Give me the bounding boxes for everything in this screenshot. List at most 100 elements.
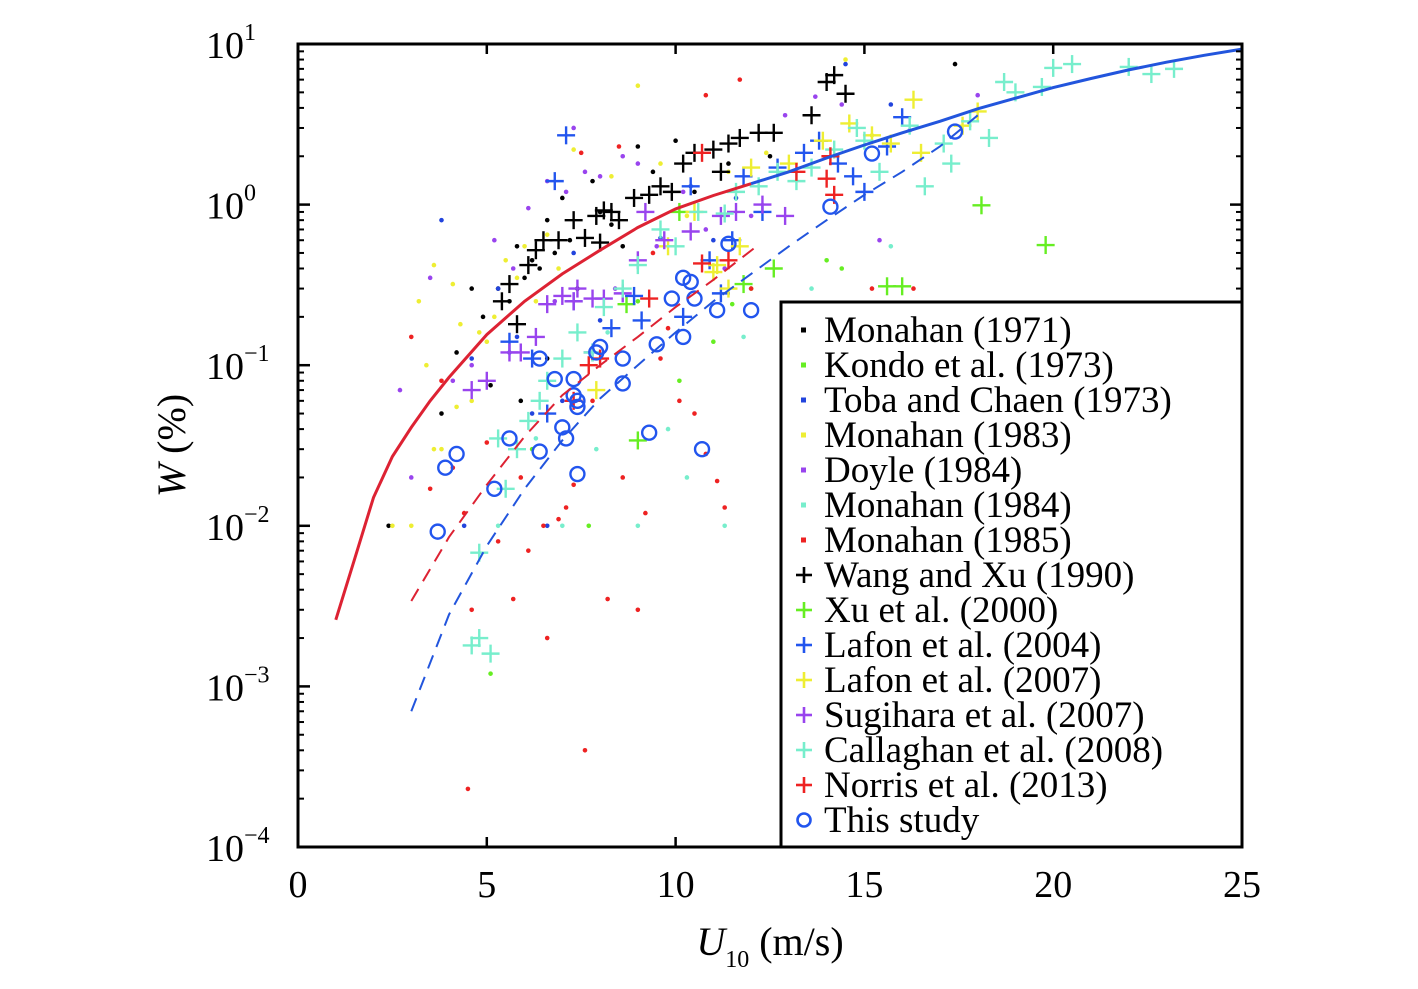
data-point: [708, 256, 727, 275]
data-point: [538, 404, 557, 423]
data-point: [586, 523, 592, 529]
data-point: [665, 426, 671, 432]
legend-item: Monahan (1983): [801, 415, 1072, 456]
data-point: [571, 250, 576, 256]
data-point: [564, 292, 583, 311]
data-point: [569, 465, 586, 483]
data-point: [855, 182, 874, 201]
data-point: [427, 486, 433, 492]
x-tick-label: 0: [289, 864, 308, 906]
data-point: [537, 266, 542, 271]
data-point: [720, 235, 737, 253]
data-point: [397, 387, 403, 393]
data-point: [1119, 57, 1138, 76]
fit-red-solid-line: [334, 182, 752, 621]
data-point: [719, 279, 738, 298]
data-point: [844, 167, 863, 186]
series-monahan-1984: [495, 243, 894, 529]
legend-item: Monahan (1985): [801, 520, 1072, 561]
data-point: [904, 90, 923, 109]
data-point: [609, 211, 628, 230]
data-point: [568, 323, 587, 342]
data-point: [995, 72, 1014, 91]
data-point: [477, 371, 496, 390]
data-point: [651, 177, 670, 196]
data-point: [465, 786, 471, 792]
y-tick-base: 10: [206, 667, 244, 709]
data-point: [742, 158, 761, 177]
data-point: [737, 77, 743, 82]
data-point: [416, 298, 422, 304]
data-point: [692, 189, 697, 195]
data-point: [888, 243, 894, 249]
data-point: [674, 154, 693, 173]
data-point: [437, 459, 454, 476]
legend-marker-dot: [801, 467, 806, 473]
data-point: [764, 123, 783, 142]
data-point: [650, 169, 656, 175]
data-point: [802, 106, 821, 125]
x-tick-label: 20: [1034, 864, 1072, 906]
data-point: [531, 350, 548, 367]
y-tick-base: 10: [206, 346, 244, 388]
fit-blue-dashed-line: [410, 114, 979, 712]
data-point: [484, 440, 490, 445]
data-point: [727, 182, 746, 201]
data-point: [681, 177, 700, 196]
data-point: [700, 251, 719, 270]
data-point: [681, 222, 700, 241]
data-point: [514, 275, 520, 281]
data-point: [911, 286, 916, 291]
data-point: [590, 178, 595, 184]
data-point: [439, 217, 444, 223]
data-point: [915, 177, 934, 196]
data-point: [544, 635, 550, 641]
data-point: [431, 446, 437, 452]
plot-area: [334, 47, 1242, 792]
data-point: [454, 350, 459, 355]
data-point: [448, 445, 465, 463]
data-point: [590, 398, 595, 404]
legend-marker-plus: [796, 777, 812, 793]
data-point: [526, 241, 545, 260]
legend-label: Xu et al. (2000): [824, 590, 1058, 631]
legend: Monahan (1971)Kondo et al. (1973)Toba an…: [779, 300, 1244, 849]
data-point: [390, 523, 395, 529]
data-point: [605, 330, 610, 335]
data-point: [693, 143, 712, 162]
data-point: [655, 231, 674, 250]
data-point: [802, 158, 821, 177]
data-point: [748, 213, 754, 219]
data-point: [544, 523, 550, 529]
data-point: [863, 145, 881, 162]
data-point: [488, 382, 493, 388]
series-xu-et-al-2000: [617, 196, 1055, 450]
data-point: [591, 338, 609, 356]
data-point: [742, 302, 760, 319]
data-point: [461, 523, 467, 529]
data-point: [729, 301, 735, 307]
legend-marker-plus: [796, 567, 812, 583]
fit-red-dashed-line: [410, 246, 756, 602]
legend-label: Callaghan et al. (2008): [824, 730, 1163, 771]
y-axis-title: W (%): [149, 394, 194, 497]
data-point: [510, 596, 516, 602]
data-point: [651, 220, 670, 239]
data-point: [569, 398, 586, 416]
data-point: [492, 237, 497, 243]
data-point: [719, 134, 738, 153]
data-point: [533, 436, 539, 441]
x-tick-label: 10: [657, 864, 695, 906]
legend-label: Sugihara et al. (2007): [824, 695, 1145, 736]
data-point: [794, 143, 813, 162]
data-point: [680, 189, 686, 195]
data-point: [492, 292, 511, 311]
legend-marker-dot: [801, 327, 806, 333]
data-point: [658, 356, 663, 361]
data-point: [496, 479, 515, 498]
legend-item: Kondo et al. (1973): [801, 345, 1114, 386]
data-point: [578, 150, 584, 156]
legend-item: Xu et al. (2000): [796, 590, 1058, 631]
data-point: [764, 259, 783, 278]
data-point: [888, 102, 894, 107]
